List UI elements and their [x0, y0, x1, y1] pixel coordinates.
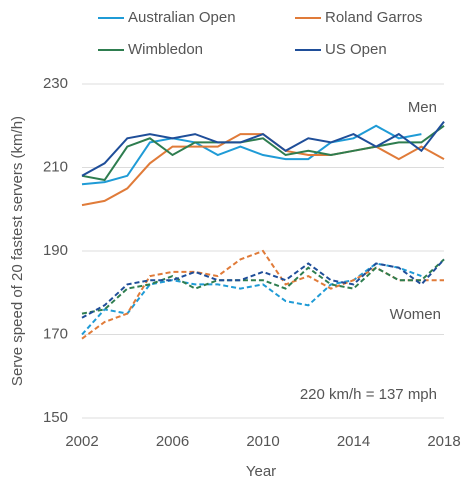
series-line: [81, 262, 422, 336]
y-tick-label: 210: [43, 158, 68, 175]
y-tick-label: 190: [43, 242, 68, 259]
legend-label: Roland Garros: [325, 9, 423, 26]
series-line: [81, 120, 445, 177]
legend-label: Australian Open: [128, 9, 236, 26]
annotation: 220 km/h = 137 mph: [300, 386, 437, 403]
legend-label: US Open: [325, 41, 387, 58]
series-line: [81, 258, 445, 319]
x-axis-label: Year: [246, 463, 276, 480]
x-tick-label: 2002: [65, 433, 98, 450]
y-tick-label: 150: [43, 409, 68, 426]
x-tick-label: 2014: [337, 433, 370, 450]
series-line: [81, 249, 444, 340]
series-line: [81, 258, 445, 315]
series-line: [81, 124, 445, 182]
legend-label: Wimbledon: [128, 41, 203, 58]
x-tick-label: 2006: [156, 433, 189, 450]
x-tick-label: 2018: [427, 433, 460, 450]
annotation: Men: [408, 99, 437, 116]
series-line: [81, 124, 422, 186]
y-tick-label: 170: [43, 325, 68, 342]
x-tick-label: 2010: [246, 433, 279, 450]
y-tick-label: 230: [43, 75, 68, 92]
annotation: Women: [390, 306, 441, 323]
y-axis-label: Serve speed of 20 fastest servers (km/h): [9, 116, 26, 386]
